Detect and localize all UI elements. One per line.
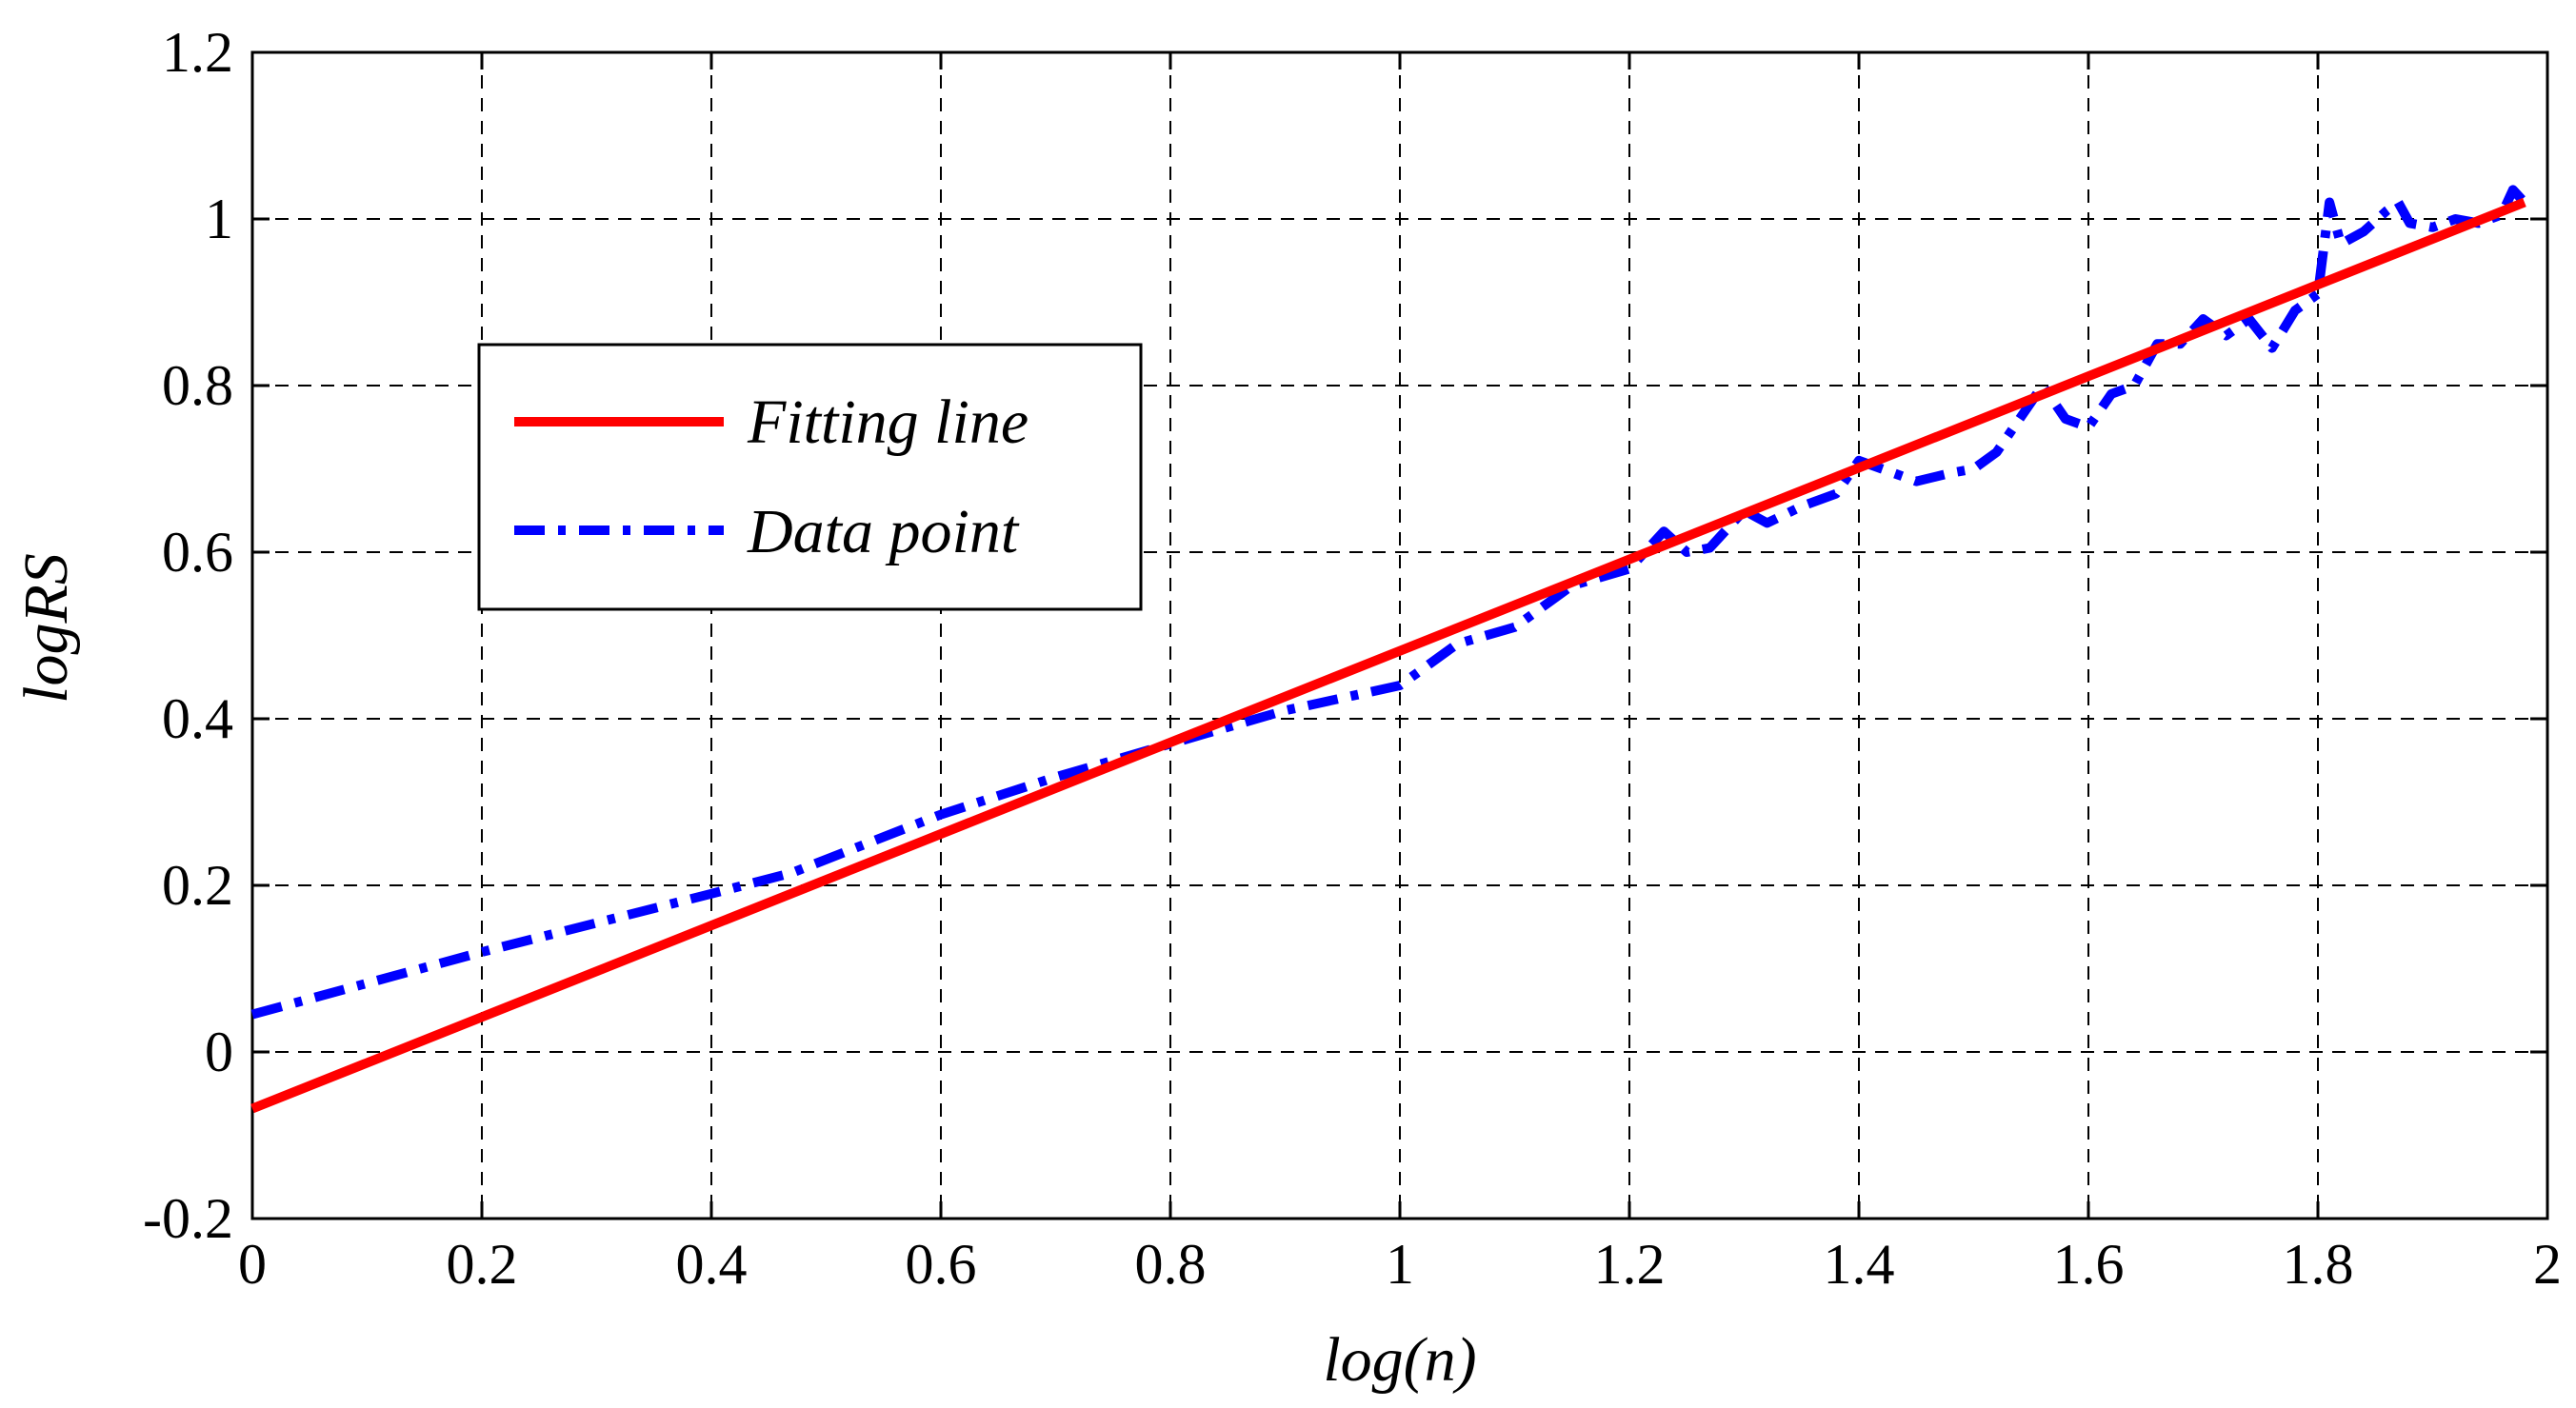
- x-tick-label: 0.6: [906, 1233, 977, 1296]
- y-tick-label: 1: [205, 188, 233, 250]
- x-tick-label: 0: [238, 1233, 267, 1296]
- x-tick-labels: 0 0.2 0.4 0.6 0.8 1 1.2 1.4 1.6 1.8 2: [238, 1233, 2562, 1296]
- x-tick-label: 0.8: [1135, 1233, 1207, 1296]
- x-tick-label: 0.4: [676, 1233, 748, 1296]
- series-group: [250, 185, 2528, 1114]
- y-tick-label: 0.8: [162, 354, 233, 417]
- y-tick-label: 0.4: [162, 687, 233, 750]
- x-tick-label: 1.6: [2053, 1233, 2125, 1296]
- axis-ticks: [250, 50, 2549, 1220]
- legend: Fitting line Data point: [477, 343, 1143, 611]
- series-fitting-line: [250, 197, 2526, 1114]
- grid-lines: [252, 52, 2547, 1219]
- x-tick-label: 1.4: [1824, 1233, 1895, 1296]
- x-tick-label: 1.2: [1594, 1233, 1666, 1296]
- y-tick-label: 0: [205, 1021, 233, 1083]
- x-tick-label: 2: [2533, 1233, 2562, 1296]
- y-axis-title: logRS: [11, 553, 81, 704]
- x-tick-label: 1: [1386, 1233, 1414, 1296]
- y-tick-label: 0.2: [162, 854, 233, 917]
- legend-box: [477, 343, 1143, 611]
- x-tick-label: 1.8: [2283, 1233, 2354, 1296]
- legend-label-data-point: Data point: [747, 497, 1020, 566]
- series-data-point: [250, 185, 2528, 1020]
- y-tick-label: -0.2: [143, 1187, 233, 1250]
- y-tick-label: 0.6: [162, 521, 233, 584]
- x-tick-label: 0.2: [447, 1233, 518, 1296]
- y-tick-labels: -0.2 0 0.2 0.4 0.6 0.8 1 1.2: [143, 21, 233, 1250]
- y-tick-label: 1.2: [162, 21, 233, 84]
- legend-label-fitting-line: Fitting line: [747, 387, 1028, 457]
- x-axis-title: log(n): [1323, 1325, 1476, 1395]
